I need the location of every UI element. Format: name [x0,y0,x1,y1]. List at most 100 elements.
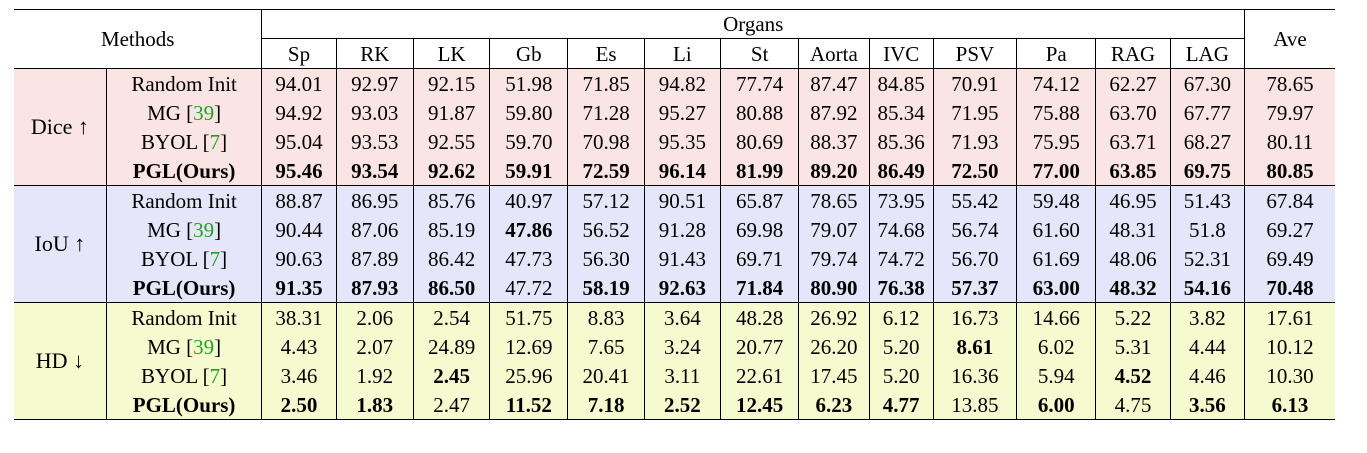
value-text: 13.85 [951,392,999,417]
value-text: 38.31 [275,305,323,330]
value-text: 4.46 [1188,363,1226,388]
value-text: 56.70 [951,246,999,271]
value-cell: 48.32 [1095,273,1171,303]
value-cell: 61.60 [1016,215,1096,244]
table-body: Dice ↑ Random Init 94.01 92.97 92.15 51.98 71.… [14,68,1335,420]
value-text: 40.97 [505,188,553,213]
value-text: 63.00 [1032,275,1080,300]
value-text: 5.20 [882,363,920,388]
value-text: 74.12 [1032,71,1080,96]
value-cell: 76.38 [868,273,934,303]
value-cell: 71.85 [567,68,645,98]
results-table-container: Methods Organs Ave Sp RK LK Gb Es Li St Aorta IV… [14,9,1335,420]
value-cell: 92.97 [335,68,414,98]
organ-header-cell: Es [567,38,645,69]
value-cell: 94.82 [643,68,721,98]
citation-link[interactable]: 7 [209,246,221,271]
citation-link[interactable]: 39 [193,217,215,242]
method-label: MG [147,334,181,359]
value-text: 72.59 [582,158,630,183]
value-cell: 2.54 [412,302,490,332]
ave-text: 80.85 [1266,158,1314,183]
value-cell: 48.31 [1095,215,1171,244]
value-cell: 3.24 [643,332,721,361]
value-cell: 26.20 [798,332,870,361]
value-text: 86.49 [877,158,925,183]
value-text: 95.04 [275,129,323,154]
method-label: PGL(Ours) [132,275,236,300]
value-text: 16.36 [951,363,999,388]
value-text: 91.43 [658,246,706,271]
value-text: 4.44 [1188,334,1226,359]
value-text: 79.74 [810,246,858,271]
value-text: 85.34 [877,100,925,125]
value-text: 90.51 [658,188,706,213]
table-row: MG [39] 94.92 93.03 91.87 59.80 71.28 95.27 80.… [14,98,1335,127]
value-cell: 85.36 [868,127,934,156]
value-cell: 72.59 [567,156,645,186]
value-text: 59.70 [505,129,553,154]
citation-link[interactable]: 39 [193,100,215,125]
value-text: 94.82 [658,71,706,96]
value-cell: 48.28 [720,302,799,332]
value-text: 3.56 [1188,392,1226,417]
value-cell: 87.06 [335,215,414,244]
value-cell: 91.28 [643,215,721,244]
value-cell: 16.36 [932,361,1017,390]
value-text: 51.98 [505,71,553,96]
ave-text: 69.27 [1266,217,1314,242]
value-cell: 91.35 [261,273,337,303]
value-text: 71.93 [951,129,999,154]
value-cell: 74.72 [868,244,934,273]
ave-text: 67.84 [1266,188,1314,213]
value-text: 70.91 [951,71,999,96]
value-cell: 62.27 [1095,68,1171,98]
value-cell: 78.65 [798,185,870,215]
value-text: 12.69 [505,334,553,359]
value-text: 20.41 [582,363,630,388]
citation-link[interactable]: 7 [209,129,221,154]
ave-text: 10.30 [1266,363,1314,388]
value-text: 6.00 [1037,392,1075,417]
value-cell: 8.61 [932,332,1017,361]
value-cell: 4.44 [1169,332,1245,361]
table-row: HD ↓ Random Init 38.31 2.06 2.54 51.75 8.83 3.6… [14,302,1335,420]
value-text: 4.77 [882,392,920,417]
value-text: 94.92 [275,100,323,125]
table-row: BYOL [7] 90.63 87.89 86.42 47.73 56.30 91.43 69… [14,244,1335,273]
value-text: 8.83 [587,305,625,330]
value-cell: 5.94 [1016,361,1096,390]
value-cell: 80.90 [798,273,870,303]
value-cell: 26.92 [798,302,870,332]
citation-link[interactable]: 7 [209,363,221,388]
value-cell: 91.43 [643,244,721,273]
value-text: 8.61 [956,334,994,359]
value-cell: 86.42 [412,244,490,273]
value-text: 88.87 [275,188,323,213]
value-cell: 56.70 [932,244,1017,273]
ave-cell: 70.48 [1244,273,1335,303]
citation-link[interactable]: 39 [193,334,215,359]
value-text: 52.31 [1183,246,1231,271]
value-cell: 91.87 [412,98,490,127]
ave-cell: 17.61 [1244,302,1335,332]
value-text: 48.06 [1109,246,1157,271]
organ-header-cell: Sp [261,38,337,69]
value-cell: 4.46 [1169,361,1245,390]
value-text: 2.07 [356,334,394,359]
value-text: 59.91 [505,158,553,183]
value-cell: 59.91 [489,156,568,186]
value-text: 95.35 [658,129,706,154]
value-cell: 4.43 [262,332,336,361]
value-cell: 22.61 [720,361,799,390]
organ-header-cell: PSV [932,38,1017,69]
value-cell: 57.12 [567,185,645,215]
value-cell: 74.68 [868,215,934,244]
value-cell: 55.42 [932,185,1017,215]
value-cell: 3.64 [643,302,721,332]
value-text: 61.60 [1032,217,1080,242]
value-text: 6.23 [815,392,853,417]
value-cell: 94.92 [262,98,336,127]
method-label: BYOL [141,246,198,271]
value-text: 91.28 [658,217,706,242]
